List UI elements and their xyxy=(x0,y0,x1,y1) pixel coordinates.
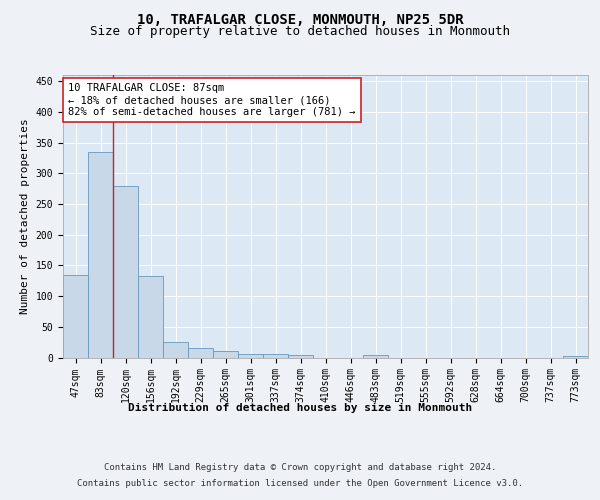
Bar xyxy=(88,152,113,358)
Bar xyxy=(188,348,213,358)
Bar xyxy=(263,354,288,358)
Text: 10, TRAFALGAR CLOSE, MONMOUTH, NP25 5DR: 10, TRAFALGAR CLOSE, MONMOUTH, NP25 5DR xyxy=(137,12,463,26)
Bar xyxy=(238,354,263,358)
Text: Distribution of detached houses by size in Monmouth: Distribution of detached houses by size … xyxy=(128,402,472,412)
Bar xyxy=(163,342,188,357)
Y-axis label: Number of detached properties: Number of detached properties xyxy=(20,118,30,314)
Bar xyxy=(363,355,388,358)
Text: 10 TRAFALGAR CLOSE: 87sqm
← 18% of detached houses are smaller (166)
82% of semi: 10 TRAFALGAR CLOSE: 87sqm ← 18% of detac… xyxy=(68,84,356,116)
Text: Size of property relative to detached houses in Monmouth: Size of property relative to detached ho… xyxy=(90,25,510,38)
Text: Contains HM Land Registry data © Crown copyright and database right 2024.: Contains HM Land Registry data © Crown c… xyxy=(104,462,496,471)
Bar xyxy=(113,186,138,358)
Bar xyxy=(138,276,163,357)
Bar xyxy=(63,274,88,357)
Text: Contains public sector information licensed under the Open Government Licence v3: Contains public sector information licen… xyxy=(77,479,523,488)
Bar xyxy=(563,356,588,358)
Bar xyxy=(213,352,238,358)
Bar xyxy=(288,355,313,358)
